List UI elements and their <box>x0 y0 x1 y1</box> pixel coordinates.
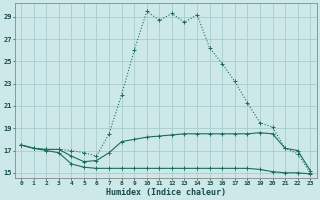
X-axis label: Humidex (Indice chaleur): Humidex (Indice chaleur) <box>106 188 226 197</box>
